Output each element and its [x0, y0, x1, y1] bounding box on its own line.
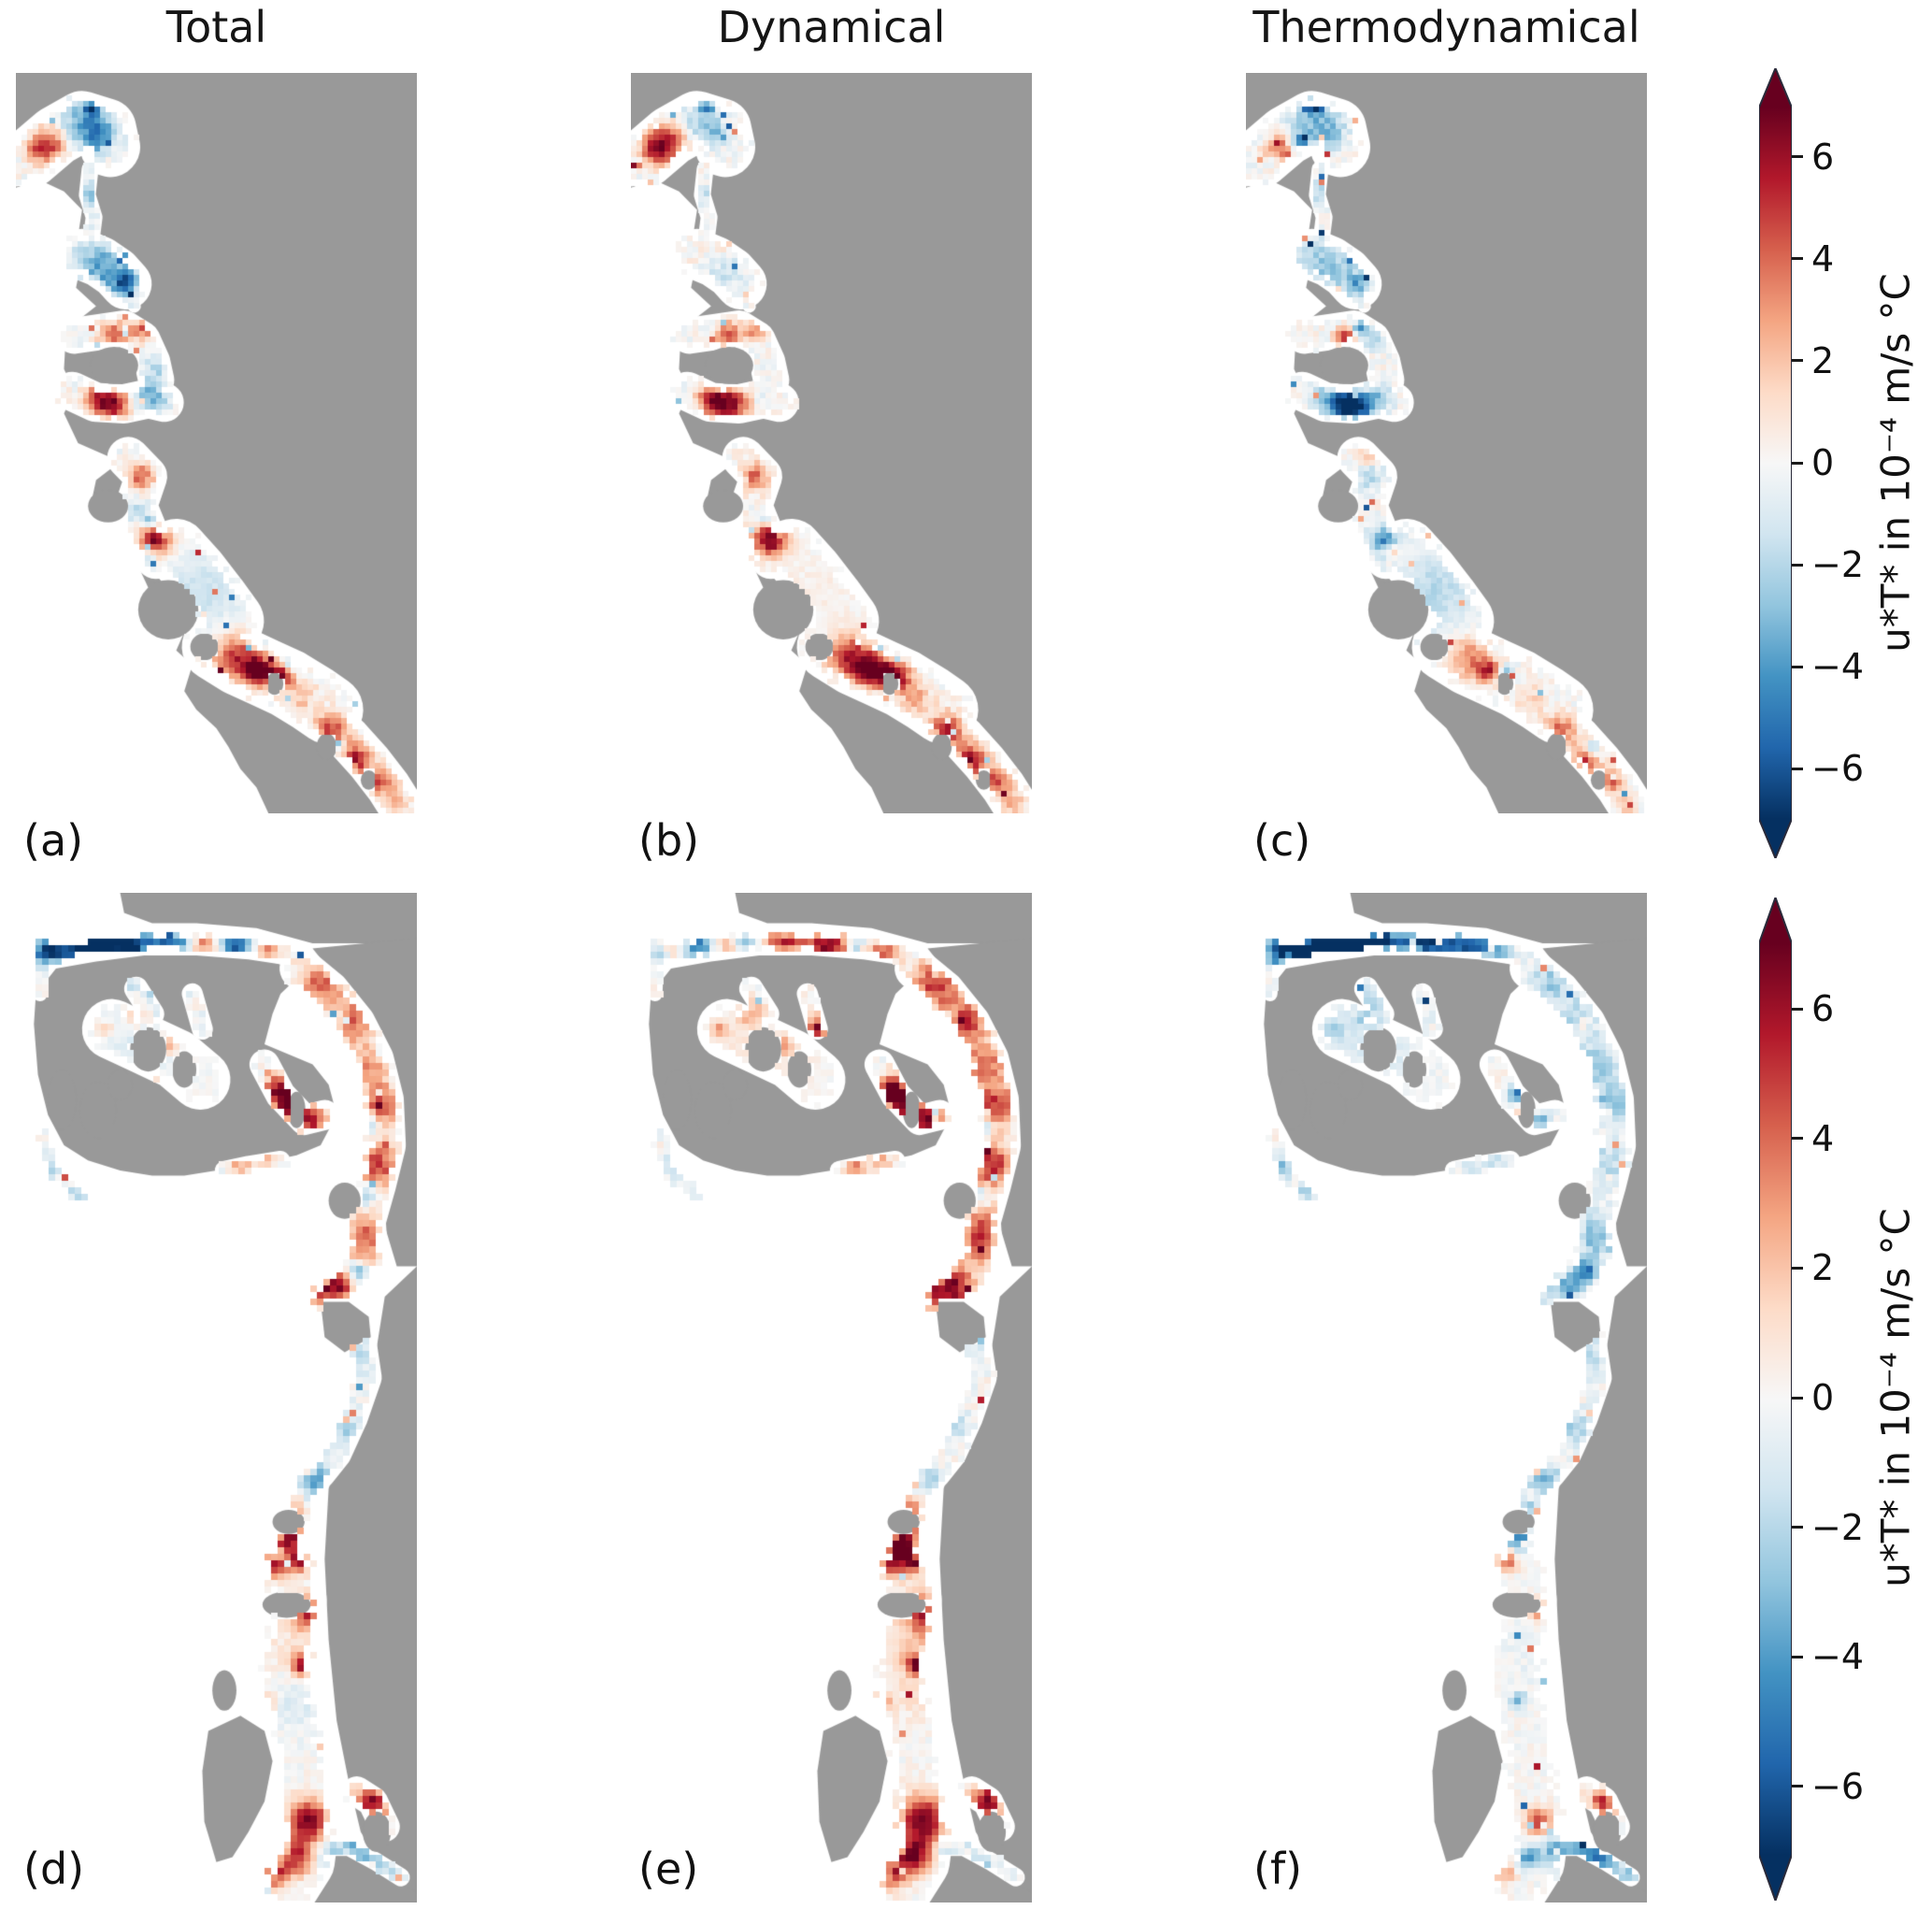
map-canvas-b	[631, 73, 1032, 813]
colorbar-tick-label: 2	[1811, 339, 1835, 381]
colorbar-tick-label: 6	[1811, 136, 1835, 178]
panel-label-f: (f)	[1253, 1844, 1303, 1894]
colorbar-tick-label: −2	[1811, 1506, 1865, 1548]
colorbar-tick	[1792, 1526, 1803, 1529]
map-canvas-d	[16, 893, 417, 1902]
colorbar-tick	[1792, 563, 1803, 567]
colorbar-tick	[1792, 767, 1803, 770]
colorbar-gradient	[1759, 68, 1792, 858]
map-panel-f	[1246, 893, 1647, 1902]
colorbar-top: u*T* in 10⁻⁴ m/s °C 6 4 2 0 −2 −4 −6	[1759, 68, 1932, 858]
colorbar-tick	[1792, 1785, 1803, 1788]
panel-label-c: (c)	[1253, 815, 1311, 866]
map-canvas-f	[1246, 893, 1647, 1902]
colorbar-bottom: u*T* in 10⁻⁴ m/s °C 6 4 2 0 −2 −4 −6	[1759, 897, 1932, 1901]
panel-label-a: (a)	[23, 815, 84, 866]
colorbar-tick	[1792, 155, 1803, 159]
map-canvas-c	[1246, 73, 1647, 813]
colorbar-tick	[1792, 1266, 1803, 1270]
colorbar-tick	[1792, 461, 1803, 465]
colorbar-tick-label: 6	[1811, 988, 1835, 1030]
column-title-total: Total	[165, 2, 267, 52]
colorbar-tick-label: 4	[1811, 237, 1835, 280]
colorbar-tick	[1792, 1655, 1803, 1658]
column-title-thermodynamical: Thermodynamical	[1252, 2, 1640, 52]
colorbar-tick-label: −6	[1811, 1765, 1865, 1807]
colorbar-tick-label: 0	[1811, 1377, 1835, 1418]
colorbar-bottom-label: u*T* in 10⁻⁴ m/s °C	[1872, 1208, 1919, 1587]
column-title-dynamical: Dynamical	[717, 2, 946, 52]
colorbar-tick-label: −4	[1811, 646, 1865, 688]
colorbar-tick-label: 4	[1811, 1117, 1835, 1159]
colorbar-tick	[1792, 1007, 1803, 1011]
map-panel-d	[16, 893, 417, 1902]
map-canvas-a	[16, 73, 417, 813]
colorbar-tick	[1792, 359, 1803, 363]
panel-label-b: (b)	[638, 815, 700, 866]
panel-label-e: (e)	[638, 1844, 699, 1894]
colorbar-tick	[1792, 1137, 1803, 1141]
colorbar-tick-label: −6	[1811, 748, 1865, 790]
panel-label-d: (d)	[23, 1844, 85, 1894]
colorbar-tick	[1792, 1396, 1803, 1400]
colorbar-tick	[1792, 665, 1803, 668]
map-panel-e	[631, 893, 1032, 1902]
colorbar-top-label: u*T* in 10⁻⁴ m/s °C	[1872, 273, 1919, 653]
colorbar-tick	[1792, 257, 1803, 261]
map-panel-a	[16, 73, 417, 813]
map-canvas-e	[631, 893, 1032, 1902]
colorbar-tick-label: −4	[1811, 1636, 1865, 1678]
colorbar-tick-label: −2	[1811, 544, 1865, 586]
map-panel-c	[1246, 73, 1647, 813]
map-panel-b	[631, 73, 1032, 813]
colorbar-tick-label: 0	[1811, 442, 1835, 483]
colorbar-gradient	[1759, 897, 1792, 1901]
colorbar-tick-label: 2	[1811, 1247, 1835, 1289]
